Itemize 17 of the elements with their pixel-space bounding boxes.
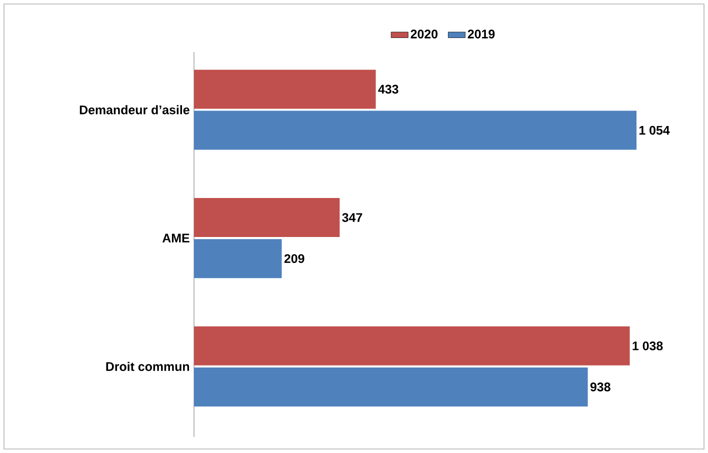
legend-label: 2019	[468, 30, 495, 38]
bar	[194, 198, 340, 238]
y-tick-label: AME	[162, 234, 190, 242]
y-tick-label: Droit commun	[106, 362, 190, 371]
y-tick-label: Demandeur d’asile	[80, 105, 190, 114]
bar	[194, 70, 376, 109]
data-label: 209	[284, 254, 304, 264]
data-label: 347	[342, 213, 362, 222]
data-label: 938	[590, 382, 610, 392]
bar	[194, 367, 588, 406]
data-label: 1 054	[639, 126, 670, 135]
bar	[194, 110, 636, 150]
legend-label: 2020	[410, 30, 438, 38]
data-label: 433	[378, 84, 398, 94]
bar	[194, 239, 282, 278]
data-label: 1 038	[632, 341, 663, 350]
bar	[194, 326, 630, 366]
